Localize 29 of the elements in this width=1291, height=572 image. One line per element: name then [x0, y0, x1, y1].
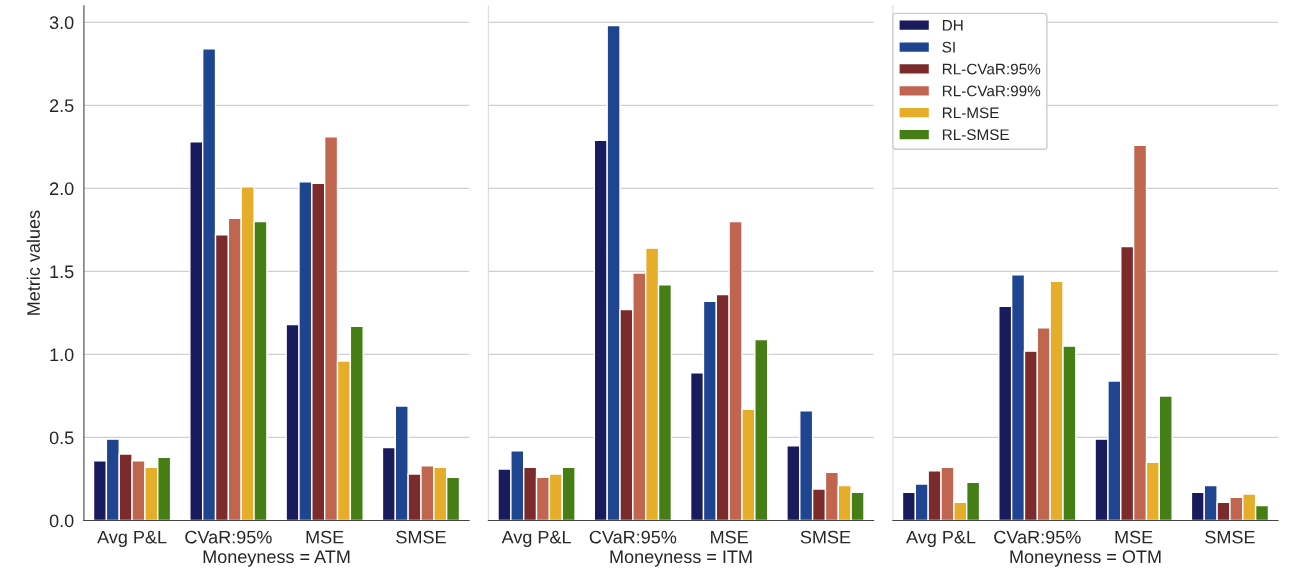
legend-label: RL-MSE	[942, 107, 999, 119]
x-tick-label: MSE	[711, 530, 748, 544]
y-axis-title: Metric values	[26, 210, 40, 315]
x-tick-label: SMSE	[800, 530, 851, 544]
y-tick-label: 3.0	[49, 16, 74, 30]
y-tick-label: 2.0	[50, 182, 74, 196]
x-tick-label: Avg P&L	[906, 530, 976, 548]
x-tick-label: MSE	[306, 530, 344, 544]
x-tick-label: CVaR:95%	[589, 530, 677, 544]
x-tick-label: SMSE	[396, 530, 446, 544]
y-tick-label: 0.5	[49, 431, 74, 445]
x-tick-label: Avg P&L	[97, 530, 167, 548]
y-tick-label: 2.5	[50, 99, 74, 113]
x-tick-label: CVaR:95%	[994, 530, 1081, 544]
x-axis-title: Moneyness = ITM	[610, 550, 752, 567]
y-tick-label: 0.0	[49, 514, 74, 528]
legend-label: RL-SMSE	[942, 129, 1009, 141]
legend-label: DH	[942, 20, 963, 31]
x-tick-label: SMSE	[1205, 530, 1255, 544]
x-tick-label: CVaR:95%	[185, 530, 272, 544]
x-axis-title: Moneyness = OTM	[1010, 550, 1161, 567]
legend-label: SI	[942, 41, 955, 53]
legend-label: RL-CVaR:99%	[942, 85, 1041, 97]
x-tick-label: Avg P&L	[501, 530, 571, 548]
x-axis-title: Moneyness = ATM	[203, 550, 350, 567]
legend-label: RL-CVaR:95%	[942, 63, 1041, 75]
y-tick-label: 1.0	[50, 348, 74, 362]
x-tick-label: MSE	[1115, 530, 1153, 544]
y-tick-label: 1.5	[50, 265, 74, 279]
